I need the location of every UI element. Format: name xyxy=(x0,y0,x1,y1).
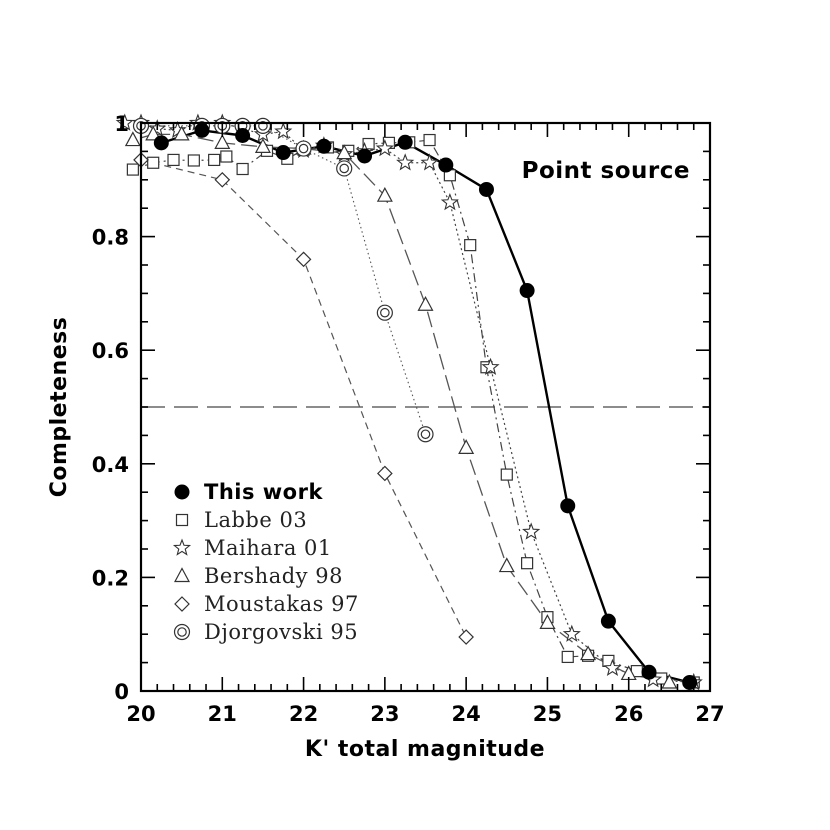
data-point-s3-3 xyxy=(214,134,231,149)
legend-item-1: Labbe 03 xyxy=(175,508,307,532)
legend-label-1: Labbe 03 xyxy=(204,508,307,532)
data-point-s1-20 xyxy=(521,557,534,570)
series-line-5 xyxy=(141,125,427,435)
data-point-s4-1 xyxy=(214,171,231,188)
data-point-s2-14 xyxy=(396,153,415,171)
x-tick-label: 25 xyxy=(533,702,562,726)
x-tick-label: 24 xyxy=(452,702,481,726)
y-tick-label: 0.2 xyxy=(92,566,129,590)
legend-marker-1 xyxy=(175,513,189,527)
y-axis-label: Completeness xyxy=(47,317,72,498)
data-point-s1-1 xyxy=(147,156,160,169)
legend-marker-2 xyxy=(172,538,192,556)
data-point-s3-7 xyxy=(376,186,393,202)
legend-label-3: Bershady 98 xyxy=(204,564,343,588)
data-point-s3-4 xyxy=(254,138,271,153)
x-tick-label: 21 xyxy=(208,702,237,726)
legend-item-2: Maihara 01 xyxy=(172,536,332,560)
legend-label-2: Maihara 01 xyxy=(204,536,332,560)
data-point-s5-7 xyxy=(376,304,393,321)
data-point-s3-6 xyxy=(336,144,353,160)
legend-marker-5 xyxy=(173,623,191,641)
data-point-s3-1 xyxy=(145,125,162,141)
legend-item-0: This work xyxy=(174,480,323,504)
data-point-s3-14 xyxy=(661,673,678,689)
data-point-s0-8 xyxy=(478,181,494,197)
data-point-s1-3 xyxy=(187,154,200,167)
data-point-s1-0 xyxy=(126,163,139,176)
x-tick-label: 20 xyxy=(126,702,155,726)
data-point-s3-10 xyxy=(498,557,515,573)
data-point-s3-8 xyxy=(417,295,434,311)
data-point-s2-19 xyxy=(562,624,581,642)
data-point-s0-12 xyxy=(641,664,657,680)
data-point-s1-4 xyxy=(208,153,221,167)
axes-layer: 20 21 22 23 24 25 26 27 0 0.2 0.4 0.6 0.8 1 xyxy=(92,112,725,726)
data-point-s4-3 xyxy=(377,465,393,482)
data-point-s5-6 xyxy=(336,160,353,177)
data-point-s0-0 xyxy=(153,135,169,151)
point-source-annotation: Point source xyxy=(522,158,690,184)
data-point-s3-9 xyxy=(458,439,475,454)
data-point-s0-13 xyxy=(682,674,698,690)
data-point-s2-13 xyxy=(375,139,394,157)
data-point-s5-4 xyxy=(254,117,272,134)
data-point-s3-2 xyxy=(173,125,190,141)
x-tick-label: 23 xyxy=(370,702,399,726)
legend-item-5: Djorgovski 95 xyxy=(173,620,358,644)
legend-label-4: Moustakas 97 xyxy=(204,592,359,616)
data-point-s0-5 xyxy=(357,148,373,164)
data-point-s2-0 xyxy=(115,113,134,131)
legend-item-4: Moustakas 97 xyxy=(174,592,359,616)
data-point-s1-22 xyxy=(561,650,574,664)
data-point-s3-12 xyxy=(580,645,597,661)
data-point-s0-10 xyxy=(560,498,576,514)
series-line-1 xyxy=(141,139,694,684)
data-point-s4-4 xyxy=(458,629,474,645)
data-point-s2-18 xyxy=(522,522,541,540)
x-tick-label: 27 xyxy=(695,702,724,726)
data-point-s0-1 xyxy=(194,122,210,138)
legend: This work Labbe 03 Maihara 01 Bershady 98 Mo… xyxy=(172,480,359,644)
legend-marker-0 xyxy=(174,484,190,500)
data-point-s1-19 xyxy=(500,468,513,481)
y-tick-label: 0.6 xyxy=(92,339,129,363)
data-point-s0-11 xyxy=(600,613,616,629)
data-point-s1-17 xyxy=(464,239,477,252)
data-point-s2-20 xyxy=(603,658,622,677)
data-point-s5-8 xyxy=(417,426,434,443)
data-point-s0-7 xyxy=(438,157,454,173)
data-point-s1-6 xyxy=(236,162,249,176)
data-point-s2-16 xyxy=(440,192,459,211)
data-point-s3-0 xyxy=(124,131,141,147)
data-point-s2-17 xyxy=(481,357,500,375)
y-tick-label: 0 xyxy=(114,680,129,704)
data-point-s4-2 xyxy=(295,251,312,268)
x-tick-label: 26 xyxy=(614,702,643,726)
x-tick-label: 22 xyxy=(289,702,318,726)
y-tick-label: 1 xyxy=(114,112,129,136)
legend-marker-4 xyxy=(174,596,190,612)
legend-item-3: Bershady 98 xyxy=(173,564,343,588)
data-point-s2-8 xyxy=(274,121,293,140)
legend-marker-3 xyxy=(173,567,191,583)
data-point-s0-6 xyxy=(397,134,413,150)
data-point-s3-11 xyxy=(539,614,556,629)
data-point-s0-3 xyxy=(275,145,291,161)
data-point-s2-15 xyxy=(420,153,439,171)
data-point-s0-2 xyxy=(235,127,251,143)
data-point-s5-5 xyxy=(295,140,312,157)
y-tick-label: 0.4 xyxy=(92,453,129,477)
x-axis-label: K' total magnitude xyxy=(305,737,545,762)
data-point-s1-2 xyxy=(167,153,180,167)
data-point-s0-4 xyxy=(316,138,332,154)
y-tick-label: 0.8 xyxy=(92,226,129,250)
data-point-s1-5 xyxy=(220,150,233,163)
data-point-s0-9 xyxy=(519,283,535,299)
legend-label-5: Djorgovski 95 xyxy=(204,620,358,644)
legend-label-0: This work xyxy=(204,480,323,504)
data-point-s1-15 xyxy=(423,133,436,147)
